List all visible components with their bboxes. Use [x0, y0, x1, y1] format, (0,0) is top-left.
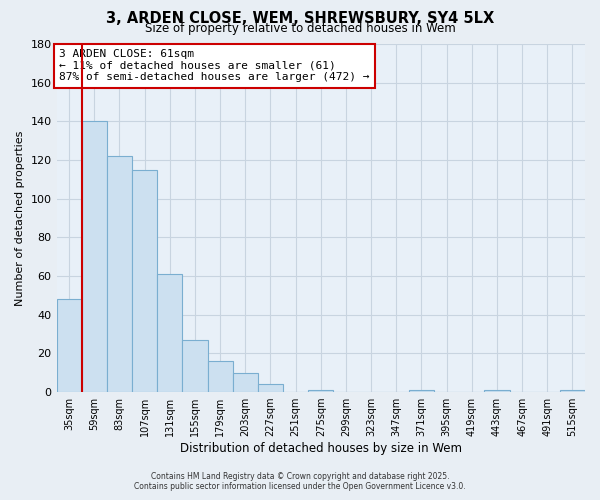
X-axis label: Distribution of detached houses by size in Wem: Distribution of detached houses by size … [180, 442, 462, 455]
Bar [233, 372, 258, 392]
Bar [82, 122, 107, 392]
Text: 3 ARDEN CLOSE: 61sqm
← 11% of detached houses are smaller (61)
87% of semi-detac: 3 ARDEN CLOSE: 61sqm ← 11% of detached h… [59, 49, 370, 82]
Bar [132, 170, 157, 392]
Bar [484, 390, 509, 392]
Text: Contains HM Land Registry data © Crown copyright and database right 2025.
Contai: Contains HM Land Registry data © Crown c… [134, 472, 466, 491]
Text: Size of property relative to detached houses in Wem: Size of property relative to detached ho… [145, 22, 455, 35]
Bar [182, 340, 208, 392]
Bar [157, 274, 182, 392]
Bar [107, 156, 132, 392]
Text: 3, ARDEN CLOSE, WEM, SHREWSBURY, SY4 5LX: 3, ARDEN CLOSE, WEM, SHREWSBURY, SY4 5LX [106, 11, 494, 26]
Bar [308, 390, 334, 392]
Bar [56, 300, 82, 392]
Bar [409, 390, 434, 392]
Bar [258, 384, 283, 392]
Bar [560, 390, 585, 392]
Y-axis label: Number of detached properties: Number of detached properties [15, 130, 25, 306]
Bar [208, 361, 233, 392]
